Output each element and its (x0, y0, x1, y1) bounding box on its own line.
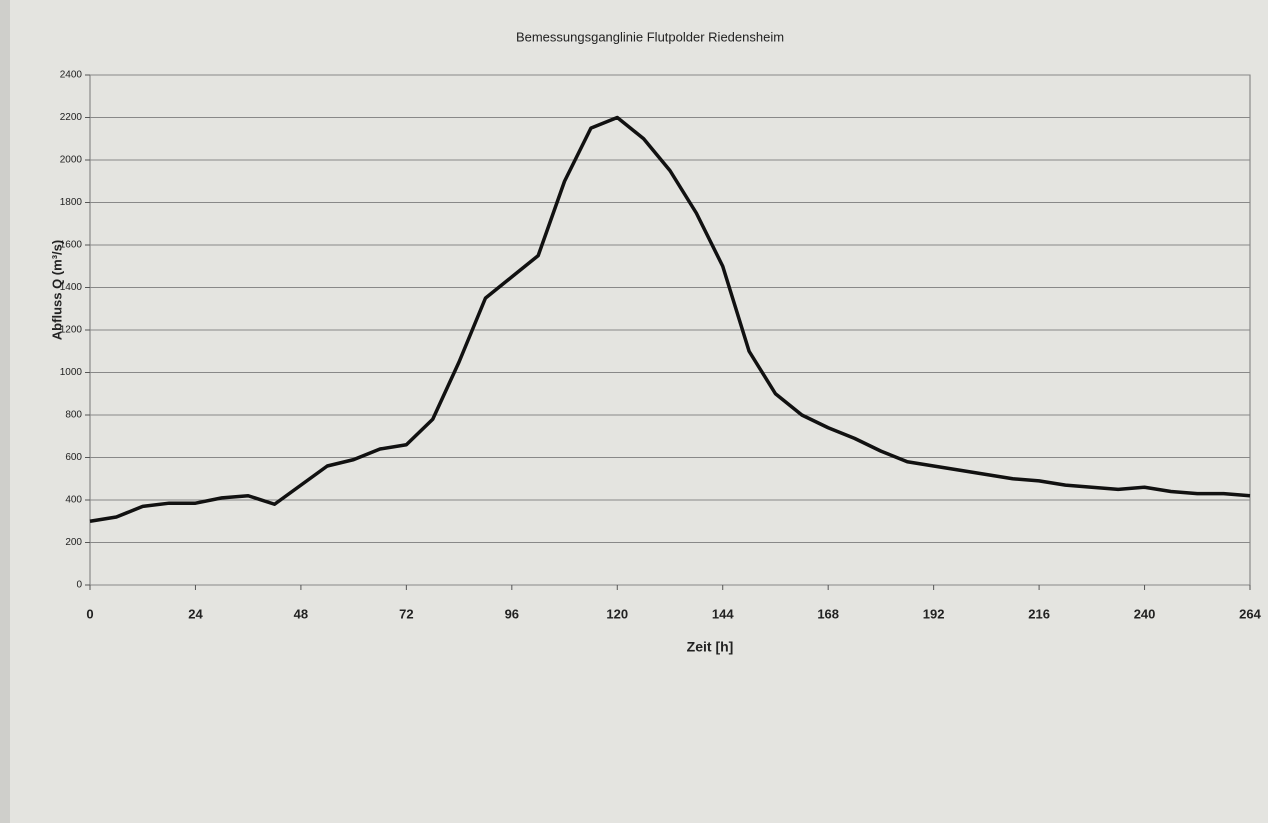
x-tick-label: 0 (86, 606, 93, 621)
y-tick-label: 2200 (60, 112, 83, 123)
x-tick-label: 120 (606, 606, 628, 621)
y-tick-label: 1800 (60, 197, 83, 208)
x-tick-label: 264 (1239, 606, 1261, 621)
x-tick-label: 144 (712, 606, 734, 621)
y-tick-label: 2400 (60, 70, 83, 81)
paper (10, 0, 1268, 823)
x-tick-label: 24 (188, 606, 203, 621)
chart: Bemessungsganglinie Flutpolder Riedenshe… (0, 0, 1268, 823)
y-tick-label: 1400 (60, 282, 83, 293)
y-tick-label: 800 (65, 410, 82, 421)
y-tick-label: 200 (65, 537, 82, 548)
y-tick-label: 1000 (60, 367, 83, 378)
x-tick-label: 96 (505, 606, 519, 621)
y-tick-label: 400 (65, 495, 82, 506)
x-tick-label: 48 (294, 606, 308, 621)
y-tick-label: 1200 (60, 325, 83, 336)
y-tick-label: 2000 (60, 155, 83, 166)
x-tick-label: 192 (923, 606, 945, 621)
x-axis-label: Zeit [h] (687, 639, 734, 655)
chart-title: Bemessungsganglinie Flutpolder Riedenshe… (516, 29, 784, 44)
y-tick-label: 600 (65, 452, 82, 463)
x-tick-label: 216 (1028, 606, 1050, 621)
x-tick-label: 168 (817, 606, 839, 621)
y-tick-label: 1600 (60, 240, 83, 251)
x-tick-label: 72 (399, 606, 413, 621)
x-tick-label: 240 (1134, 606, 1156, 621)
y-tick-label: 0 (76, 580, 82, 591)
